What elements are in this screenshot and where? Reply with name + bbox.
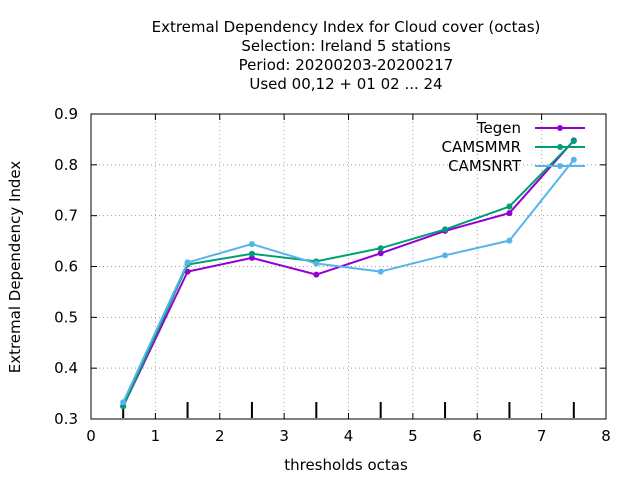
data-point xyxy=(506,237,513,244)
x-tick-label: 4 xyxy=(344,427,354,445)
x-axis-label: thresholds octas xyxy=(284,456,408,474)
data-point xyxy=(313,271,320,278)
data-point xyxy=(248,250,255,257)
y-tick-label: 0.6 xyxy=(54,258,78,276)
title-line-2: Selection: Ireland 5 stations xyxy=(241,37,451,55)
data-point xyxy=(120,399,127,406)
legend-marker xyxy=(557,163,563,169)
series-lines xyxy=(120,137,577,410)
data-point xyxy=(377,245,384,252)
series-camsnrt xyxy=(120,156,577,406)
data-point xyxy=(442,226,449,233)
title-line-1: Extremal Dependency Index for Cloud cove… xyxy=(152,18,541,36)
series-line-camsmmr xyxy=(122,140,575,407)
data-point xyxy=(506,210,513,217)
legend-label: Tegen xyxy=(476,119,521,137)
y-tick-label: 0.9 xyxy=(54,105,78,123)
data-point xyxy=(570,156,577,163)
data-point xyxy=(506,203,513,210)
series-line-camsnrt xyxy=(122,159,575,403)
chart-title: Extremal Dependency Index for Cloud cove… xyxy=(152,18,541,93)
data-point xyxy=(184,259,191,266)
legend-label: CAMSNRT xyxy=(448,157,522,175)
y-tick-label: 0.8 xyxy=(54,156,78,174)
legend-marker xyxy=(557,125,563,131)
y-axis-label: Extremal Dependency Index xyxy=(6,161,24,374)
data-point xyxy=(377,250,384,257)
title-line-4: Used 00,12 + 01 02 ... 24 xyxy=(249,75,442,93)
x-tick-label: 0 xyxy=(86,427,96,445)
grid xyxy=(91,114,606,419)
data-point xyxy=(570,137,577,144)
data-point xyxy=(313,260,320,267)
legend-label: CAMSMMR xyxy=(441,138,521,156)
x-tick-label: 5 xyxy=(408,427,418,445)
y-tick-label: 0.7 xyxy=(54,207,78,225)
x-tick-label: 6 xyxy=(472,427,482,445)
y-tick-label: 0.3 xyxy=(54,410,78,428)
title-line-3: Period: 20200203-20200217 xyxy=(239,56,454,74)
y-tick-label: 0.4 xyxy=(54,359,78,377)
data-point xyxy=(377,268,384,275)
x-tick-labels: 0 1 2 3 4 5 6 7 8 xyxy=(86,427,611,445)
x-tick-label: 7 xyxy=(537,427,547,445)
legend-marker xyxy=(557,144,563,150)
data-point xyxy=(248,241,255,248)
x-tick-label: 3 xyxy=(279,427,289,445)
y-tick-label: 0.5 xyxy=(54,308,78,326)
series-line-tegen xyxy=(122,139,575,407)
data-point xyxy=(442,252,449,259)
x-tick-label: 2 xyxy=(215,427,225,445)
x-tick-label: 8 xyxy=(601,427,611,445)
y-tick-labels: 0.3 0.4 0.5 0.6 0.7 0.8 0.9 xyxy=(54,105,78,428)
x-tick-label: 1 xyxy=(151,427,161,445)
plot-frame xyxy=(90,113,607,420)
